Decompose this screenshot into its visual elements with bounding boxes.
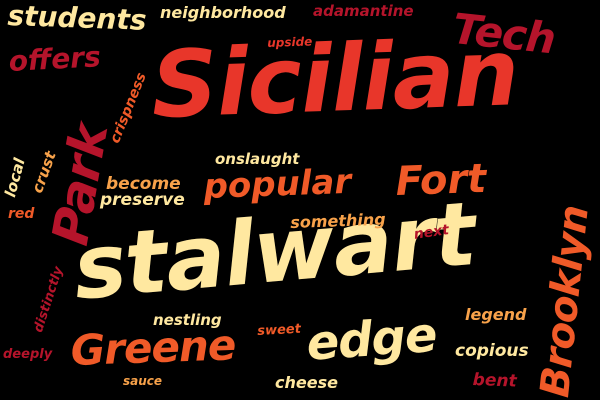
word-sauce: sauce	[123, 374, 163, 388]
word-preserve: preserve	[100, 190, 185, 210]
word-greene: Greene	[69, 320, 237, 375]
word-red: red	[8, 206, 35, 222]
word-crispness: crispness	[107, 70, 150, 146]
word-popular: popular	[202, 161, 352, 207]
word-brooklyn: Brooklyn	[532, 203, 598, 400]
word-distinctly: distinctly	[31, 264, 67, 335]
word-bent: bent	[472, 370, 517, 392]
word-something: something	[289, 209, 386, 232]
word-become: become	[106, 174, 181, 194]
word-legend: legend	[465, 305, 527, 324]
word-tech: Tech	[450, 4, 558, 64]
word-onslaught: onslaught	[215, 150, 300, 168]
word-students: students	[6, 0, 148, 37]
word-local: local	[1, 156, 29, 200]
word-edge: edge	[304, 306, 439, 372]
word-sweet: sweet	[256, 321, 302, 339]
word-copious: copious	[455, 341, 529, 361]
word-fort: Fort	[394, 155, 487, 205]
word-deeply: deeply	[3, 347, 53, 362]
word-neighborhood: neighborhood	[160, 3, 286, 22]
word-adamantine: adamantine	[313, 2, 414, 20]
word-cheese: cheese	[275, 373, 338, 392]
word-nestling: nestling	[153, 311, 222, 329]
word-offers: offers	[7, 40, 102, 78]
word-upside: upside	[266, 34, 313, 50]
